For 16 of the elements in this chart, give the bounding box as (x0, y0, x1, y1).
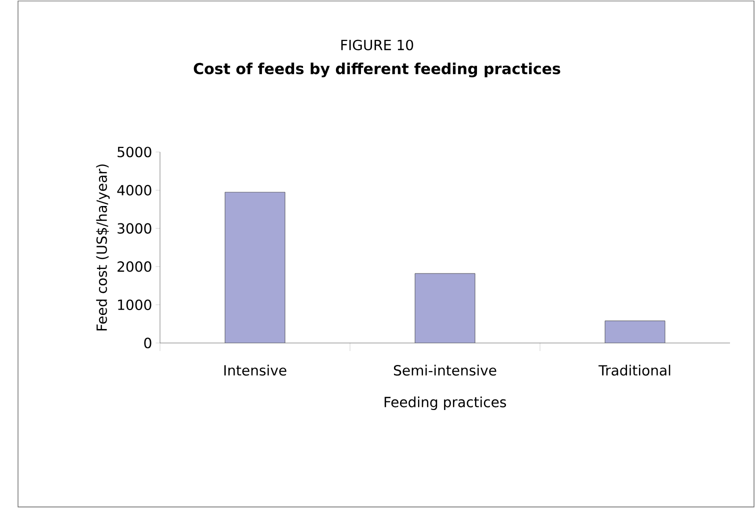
x-tick-label: Traditional (598, 364, 670, 376)
x-tick-label: Intensive (224, 364, 286, 376)
y-axis-title: Feed cost (US$/ha/year) (96, 164, 110, 330)
bar (224, 192, 286, 343)
y-tick-label: 0 (144, 338, 152, 348)
y-tick-label: 4000 (117, 184, 152, 196)
y-tick-label: 2000 (118, 261, 152, 272)
x-tick-label: Semi-intensive (394, 364, 496, 376)
chart-title: FIGURE 10 (341, 40, 414, 50)
y-tick-label: 3000 (118, 223, 152, 234)
x-axis-title: Feeding practices (384, 396, 506, 410)
y-tick-label: 5000 (118, 146, 152, 158)
chart-subtitle: Cost of feeds by different feeding practices (194, 62, 560, 78)
y-tick-label: 1000 (118, 299, 152, 310)
bar (414, 273, 476, 343)
bar (604, 320, 666, 343)
